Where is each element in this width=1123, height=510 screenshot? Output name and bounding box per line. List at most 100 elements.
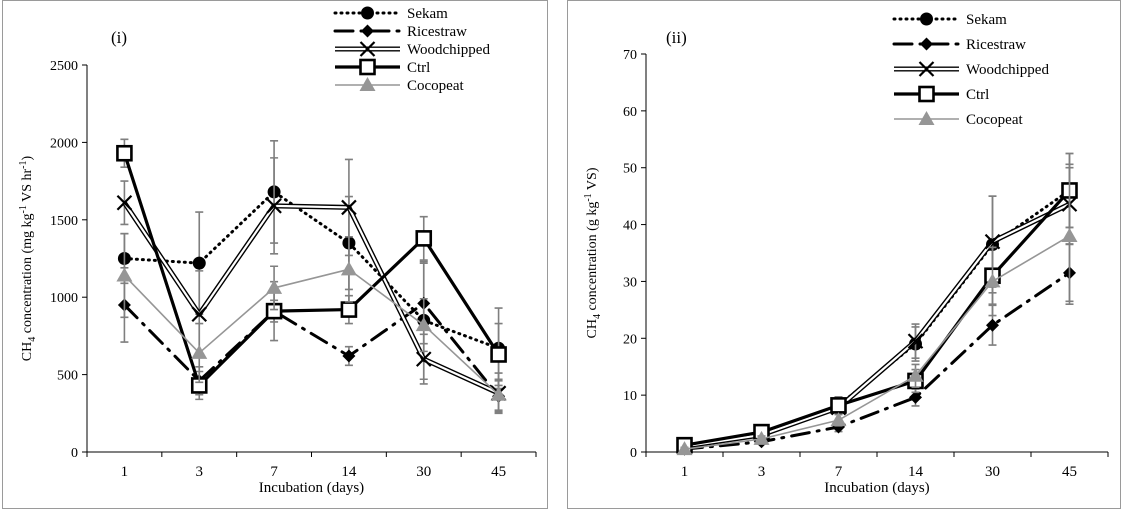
legend-item-ii-sekam: Sekam xyxy=(892,12,1007,28)
y-tick-label-i-1500: 1500 xyxy=(50,214,78,229)
y-axis-title-part-i-3: -1 xyxy=(18,205,29,213)
chart-svg-i: 0 500 1000 1500 2000 2500 1 3 7 14 30 45 Incubation … xyxy=(18,6,537,496)
data-point-i-woodchipped-3 xyxy=(191,306,208,323)
y-tick-label-i-2500: 2500 xyxy=(50,59,78,74)
series-ii-ctrl xyxy=(676,152,1078,454)
series-i-ctrl xyxy=(116,138,507,401)
legend-marker-ii-woodchipped xyxy=(918,61,935,77)
data-point-i-cocopeat-14 xyxy=(340,261,357,276)
y-axis-title-part-ii-3: -1 xyxy=(583,193,594,201)
legend-marker-ii-cocopeat xyxy=(918,111,935,125)
x-tick-label-ii-45: 45 xyxy=(1062,464,1077,480)
data-point-i-ctrl-1 xyxy=(116,144,133,162)
data-point-i-ctrl-14 xyxy=(340,301,358,318)
y-tick-label-ii-30: 30 xyxy=(623,275,637,290)
y-tick-label-ii-40: 40 xyxy=(623,219,637,234)
legend-label-ii-sekam: Sekam xyxy=(966,12,1007,28)
series-line-ii-sekam xyxy=(683,188,1071,448)
series-i-ricestraw xyxy=(117,262,506,413)
data-point-i-woodchipped-7 xyxy=(266,198,282,214)
legend-label-ii-cocopeat: Cocopeat xyxy=(966,112,1023,128)
data-point-i-cocopeat-45 xyxy=(490,386,507,401)
legend-item-i-sekam: Sekam xyxy=(333,6,448,22)
data-point-ii-woodchipped-14 xyxy=(907,333,924,349)
x-tick-label-i-45: 45 xyxy=(491,464,506,480)
data-point-ii-cocopeat-30 xyxy=(984,273,1001,288)
legend-item-i-ricestraw: Ricestraw xyxy=(333,24,467,40)
data-point-i-cocopeat-1 xyxy=(116,267,133,282)
x-tick-label-i-30: 30 xyxy=(416,464,431,480)
legend-marker-i-ricestraw xyxy=(361,24,374,38)
data-point-i-woodchipped-1 xyxy=(116,194,133,211)
legend-item-i-ctrl: Ctrl xyxy=(335,58,430,76)
y-axis-title-part-i-1: 4 xyxy=(27,337,38,342)
legend-item-ii-cocopeat: Cocopeat xyxy=(894,111,1023,128)
panel-label-ii: (ii) xyxy=(666,28,687,47)
chart-panel-ii: 0 10 20 30 40 50 60 70 1 3 7 14 30 45 Incubation (days… xyxy=(567,0,1121,509)
series-ii-sekam xyxy=(678,152,1076,453)
data-point-ii-ricestraw-30 xyxy=(986,318,999,332)
series-ii-ricestraw xyxy=(678,243,1076,456)
x-axis-title-ii: Incubation (days) xyxy=(824,480,929,496)
legend-item-ii-ricestraw: Ricestraw xyxy=(892,37,1026,53)
legend-marker-ii-ctrl xyxy=(918,85,935,103)
y-tick-label-i-2000: 2000 xyxy=(50,136,78,151)
legend-marker-ii-sekam xyxy=(920,12,933,26)
y-tick-label-ii-20: 20 xyxy=(623,332,637,347)
data-point-i-cocopeat-3 xyxy=(191,344,208,359)
series-line-ii-woodchipped-inner xyxy=(684,203,1070,448)
y-axis-title-part-i-5: -1 xyxy=(18,160,29,168)
legend-marker-i-ctrl xyxy=(359,58,376,76)
data-point-i-woodchipped-14 xyxy=(341,199,357,216)
legend-marker-i-cocopeat xyxy=(359,77,376,91)
y-axis-title-part-ii-4: VS) xyxy=(585,167,600,193)
y-tick-label-i-1000: 1000 xyxy=(50,291,78,306)
x-tick-label-ii-1: 1 xyxy=(681,464,689,480)
y-axis-title-part-i-2: concentration (mg kg xyxy=(20,213,35,336)
series-line-i-ctrl xyxy=(122,152,500,388)
data-point-ii-ricestraw-14 xyxy=(909,390,922,404)
chart-svg-ii: 0 10 20 30 40 50 60 70 1 3 7 14 30 45 Incubation (days… xyxy=(583,12,1109,496)
legend-label-ii-woodchipped: Woodchipped xyxy=(966,62,1049,78)
series-i-woodchipped xyxy=(116,157,507,415)
y-axis-title-part-ii-0: CH xyxy=(585,319,600,338)
data-point-ii-cocopeat-3 xyxy=(753,430,770,445)
x-tick-label-i-3: 3 xyxy=(196,464,204,480)
data-point-i-sekam-3 xyxy=(192,256,206,270)
legend-label-i-cocopeat: Cocopeat xyxy=(407,78,464,94)
data-point-ii-cocopeat-7 xyxy=(830,412,847,427)
x-tick-label-i-7: 7 xyxy=(270,464,278,480)
legend-item-ii-woodchipped: Woodchipped xyxy=(894,61,1049,78)
y-axis-title-part-ii-1: 4 xyxy=(592,314,603,319)
data-point-i-ctrl-30 xyxy=(415,230,433,247)
series-line-ii-cocopeat xyxy=(684,235,1070,450)
data-point-ii-ctrl-7 xyxy=(830,397,847,414)
series-i-cocopeat xyxy=(116,232,507,412)
legend-item-ii-ctrl: Ctrl xyxy=(894,85,989,103)
series-line-i-ricestraw xyxy=(122,301,501,398)
y-tick-label-ii-50: 50 xyxy=(623,162,637,177)
x-tick-label-ii-3: 3 xyxy=(758,464,766,480)
series-line-i-woodchipped-outer xyxy=(122,201,500,396)
x-tick-label-ii-30: 30 xyxy=(985,464,1000,480)
data-point-ii-cocopeat-1 xyxy=(676,441,693,456)
x-tick-label-i-14: 14 xyxy=(341,464,357,480)
y-axis-title-part-ii-2: concentration (g kg xyxy=(585,202,600,314)
legend-label-i-ctrl: Ctrl xyxy=(407,60,430,76)
y-axis-title-part-i-4: VS hr xyxy=(20,168,35,205)
series-ii-cocopeat xyxy=(676,166,1078,456)
series-line-i-sekam xyxy=(122,190,501,350)
y-tick-label-ii-70: 70 xyxy=(623,48,637,63)
legend-label-i-sekam: Sekam xyxy=(407,6,448,22)
panel-label-i: (i) xyxy=(111,28,127,47)
legend-item-i-woodchipped: Woodchipped xyxy=(335,41,490,58)
legend-marker-i-sekam xyxy=(361,6,374,20)
legend-marker-ii-ricestraw xyxy=(920,37,933,51)
y-tick-label-ii-0: 0 xyxy=(630,446,637,461)
series-line-ii-ctrl xyxy=(684,189,1071,447)
data-point-i-cocopeat-30 xyxy=(415,317,432,332)
y-axis-title-part-i-0: CH xyxy=(20,342,35,361)
y-axis-title-part-i-6: ) xyxy=(20,155,35,160)
data-point-ii-cocopeat-14 xyxy=(907,367,924,382)
y-tick-label-ii-10: 10 xyxy=(623,389,637,404)
